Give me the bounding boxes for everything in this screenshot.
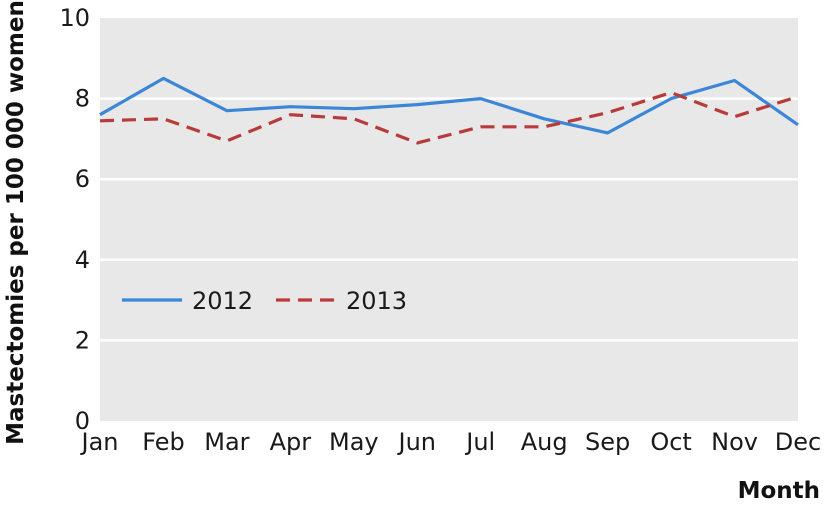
x-tick-label: Mar bbox=[204, 428, 249, 456]
legend: 2012 2013 bbox=[122, 287, 407, 315]
x-tick-label: Jun bbox=[397, 428, 437, 456]
legend-label: 2013 bbox=[346, 287, 407, 315]
x-tick-label: May bbox=[329, 428, 379, 456]
y-tick-label: 2 bbox=[75, 326, 90, 354]
y-tick-label: 6 bbox=[75, 165, 90, 193]
y-tick-label: 4 bbox=[75, 246, 90, 274]
legend-label: 2012 bbox=[192, 287, 253, 315]
y-tick-label: 0 bbox=[75, 407, 90, 435]
x-tick-label: Jan bbox=[80, 428, 119, 456]
x-tick-label: Oct bbox=[650, 428, 692, 456]
gridlines bbox=[100, 97, 798, 342]
x-tick-label: Aug bbox=[521, 428, 568, 456]
x-tick-label: Feb bbox=[142, 428, 185, 456]
x-tick-label: Jul bbox=[464, 428, 495, 456]
plot-background bbox=[100, 18, 798, 421]
y-tick-label: 8 bbox=[75, 85, 90, 113]
x-tick-label: Dec bbox=[775, 428, 821, 456]
y-tick-labels: 0 2 4 6 8 10 bbox=[59, 4, 90, 435]
x-tick-label: Apr bbox=[270, 428, 312, 456]
x-tick-labels: Jan Feb Mar Apr May Jun Jul Aug Sep Oct Nov Dec bbox=[80, 421, 821, 456]
series-line-2013 bbox=[99, 90, 799, 145]
x-axis-title: Month bbox=[738, 478, 820, 504]
y-axis-title: Mastectomies per 100 000 women bbox=[3, 0, 29, 445]
y-tick-label: 10 bbox=[59, 4, 90, 32]
series-lines bbox=[99, 76, 799, 145]
x-tick-label: Nov bbox=[711, 428, 758, 456]
x-tick-label: Sep bbox=[585, 428, 630, 456]
